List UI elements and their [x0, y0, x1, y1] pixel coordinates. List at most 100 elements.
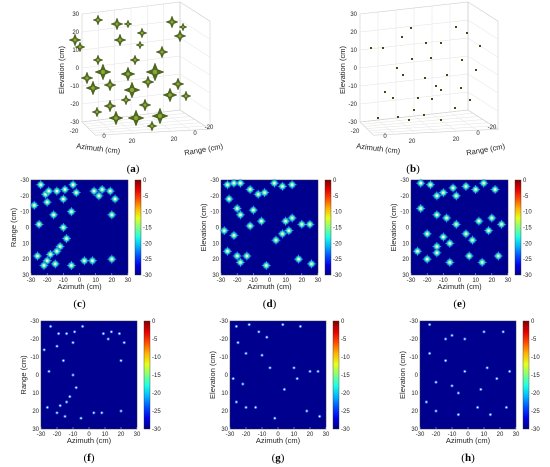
target-peak: [471, 239, 474, 242]
target-peak: [291, 183, 294, 186]
x-tick-label: 10: [472, 278, 479, 284]
target-peak: [81, 325, 84, 328]
y-axis-label: Range (cm): [19, 355, 28, 395]
z-tick-label: -30: [70, 120, 79, 126]
y-tick-label: 20: [32, 409, 39, 415]
target-peak: [265, 264, 268, 267]
x-axis-label: Azimuth (cm): [256, 436, 301, 445]
target-core: [139, 44, 141, 46]
target-core: [127, 23, 129, 25]
y-tick-label: 10: [402, 241, 409, 247]
target-peak: [64, 415, 66, 418]
grid-line: [179, 37, 211, 58]
target-peak: [308, 223, 312, 226]
target-peak: [242, 383, 244, 385]
target-peak: [57, 332, 60, 335]
target-peak: [107, 338, 109, 340]
target-peak: [65, 237, 68, 240]
y-tick-label: -20: [30, 337, 39, 343]
target-peak: [489, 413, 492, 416]
target-peak: [62, 226, 65, 229]
colorbar: [324, 179, 332, 276]
colorbar-tick-label: 0: [341, 319, 345, 325]
x-tick-label: -30: [27, 278, 36, 284]
x-tick-label: -20: [351, 129, 360, 135]
colorbar-tick-label: -5: [341, 337, 347, 343]
x-tick-label: 10: [481, 432, 488, 438]
y-tick-label: 20: [411, 409, 418, 415]
target-core: [118, 38, 122, 42]
x-tick-label: 10: [291, 432, 298, 438]
target-peak: [493, 188, 497, 191]
x-tick-label: -20: [242, 432, 251, 438]
chart-3d-b: 30 20 10 0 -10 -20 -30 -20 0 20 20 0 -20 Elevation (c…: [338, 1, 506, 157]
y-tick-label: -20: [400, 194, 409, 200]
target-peak: [80, 417, 82, 420]
x-tick-label: 20: [298, 278, 305, 284]
target-peak: [309, 370, 311, 373]
target-peak: [297, 258, 300, 261]
x-tick-label: -10: [439, 278, 448, 284]
panel-label-g: (g): [272, 452, 285, 464]
x-tick-label: 20: [409, 139, 416, 145]
grid-line: [467, 55, 499, 76]
target-core: [150, 124, 154, 128]
x-tick-label: -20: [423, 278, 432, 284]
target-peak: [33, 204, 36, 207]
z-tick-label: 20: [350, 30, 357, 36]
target-point: [440, 42, 442, 44]
z-tick-label: -10: [70, 84, 79, 90]
target-peak: [464, 338, 466, 340]
colorbar: [514, 179, 522, 276]
target-peak: [435, 245, 438, 248]
target-core: [178, 34, 182, 38]
target-peak: [232, 234, 236, 237]
target-peak: [109, 189, 112, 193]
target-peak: [55, 250, 58, 253]
target-point: [413, 109, 415, 111]
x-tick-label: 0: [276, 432, 280, 438]
y-tick-label: -20: [488, 125, 497, 131]
target-core: [95, 110, 99, 114]
y-tick-label: -30: [20, 178, 29, 184]
target-peak: [482, 182, 485, 185]
target-peak: [318, 415, 321, 418]
target-peak: [248, 323, 250, 326]
z-tick-label: -30: [348, 120, 357, 126]
target-peak: [457, 392, 460, 394]
target-peak: [63, 188, 67, 191]
x-tick-label: 0: [458, 278, 462, 284]
z-tick-label: 0: [354, 66, 358, 72]
colorbar: [143, 320, 151, 430]
target-peak: [102, 332, 105, 335]
target-peak: [69, 395, 71, 398]
plot-area: [229, 320, 327, 430]
colorbar-tick-label: 0: [152, 319, 156, 325]
target-point: [460, 87, 462, 89]
grid-line: [179, 73, 211, 94]
target-peak: [49, 253, 52, 256]
target-core: [96, 58, 100, 62]
target-peak: [46, 201, 49, 204]
target-peak: [317, 370, 319, 373]
target-peak: [263, 191, 266, 194]
chart-h: -30 -20 -10 0 10 20 30-30-20-100102030Azimuth …: [398, 319, 540, 445]
target-peak: [284, 220, 287, 223]
target-point: [408, 119, 410, 121]
target-peak: [42, 264, 46, 267]
colorbar-tick-label: 0: [531, 319, 535, 325]
x-tick-label: -20: [70, 129, 79, 135]
target-peak: [260, 220, 263, 223]
z-axis-label: Elevation (cm): [338, 46, 347, 94]
target-peak: [252, 208, 255, 212]
x-tick-label: -10: [69, 432, 78, 438]
target-point: [435, 85, 437, 87]
target-peak: [306, 410, 308, 412]
target-core: [108, 83, 112, 87]
target-point: [469, 99, 471, 101]
z-axis-label: Elevation (cm): [57, 46, 66, 94]
target-point: [402, 74, 404, 76]
y-tick-label: -30: [210, 178, 219, 184]
target-core: [168, 93, 172, 97]
